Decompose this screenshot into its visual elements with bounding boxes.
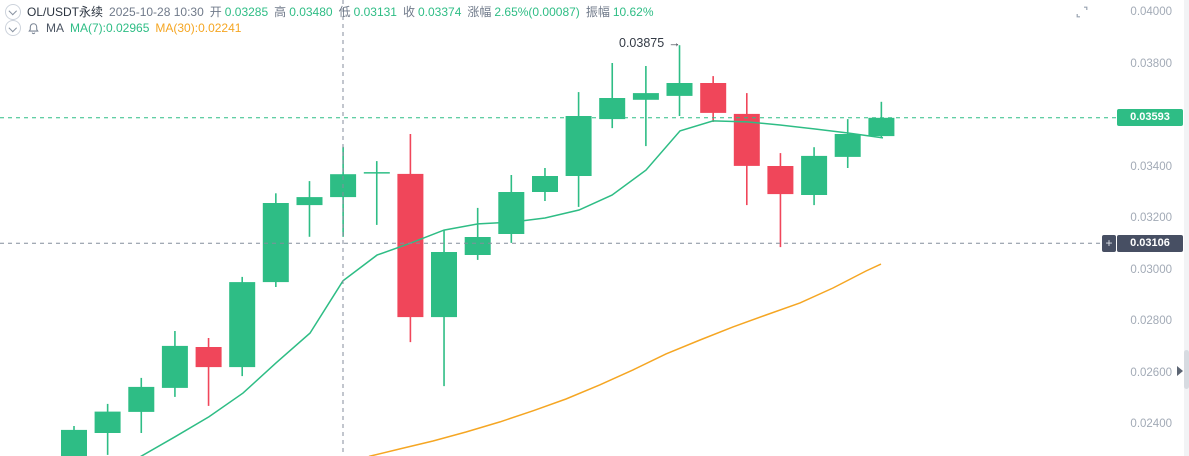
candle-17[interactable] [599, 63, 626, 129]
field-open: 开 0.03285 [209, 4, 269, 20]
indicator-name: MA [46, 21, 64, 35]
candle-15[interactable] [532, 168, 558, 201]
candle-1[interactable] [61, 426, 87, 456]
ma30-line [368, 263, 882, 456]
candle-6[interactable] [229, 276, 256, 377]
candle-datetime: 2025-10-28 10:30 [109, 4, 204, 19]
candle-11[interactable] [397, 134, 424, 343]
candle-23[interactable] [801, 147, 828, 206]
field-amplitude: 振幅 10.62% [585, 4, 654, 20]
alert-bell-icon[interactable] [27, 22, 40, 35]
candle-18[interactable] [632, 66, 659, 147]
field-high: 高 0.03480 [274, 4, 333, 20]
candle-3[interactable] [128, 377, 155, 433]
chart-legend-row-2: MA MA(7):0.02965 MA(30):0.02241 [5, 20, 241, 36]
ma30-value-label: MA(30):0.02241 [155, 21, 242, 35]
candle-8[interactable] [296, 181, 323, 237]
crosshair-price-badge: 0.03106 [1117, 234, 1183, 252]
candle-10[interactable] [363, 161, 390, 225]
chart-legend-row-1: OL/USDT永续 2025-10-28 10:30 开 0.03285 高 0.0… [5, 3, 654, 20]
crosshair-price-row: + 0.03106 [1102, 234, 1183, 252]
candle-14[interactable] [498, 175, 525, 243]
candle-16[interactable] [565, 92, 592, 207]
collapse-chevron-icon[interactable] [5, 20, 21, 36]
candle-13[interactable] [464, 207, 491, 260]
expand-fullscreen-icon[interactable] [1074, 4, 1090, 20]
candle-5[interactable] [195, 338, 222, 406]
symbol-name: OL/USDT永续 [27, 5, 104, 19]
candle-20[interactable] [700, 76, 727, 122]
candle-25[interactable] [868, 101, 895, 139]
field-low: 低 0.03131 [338, 4, 397, 20]
collapse-chevron-icon[interactable] [5, 3, 21, 20]
add-alert-plus-icon[interactable]: + [1102, 234, 1116, 252]
high-price-annotation: 0.03875 → [619, 36, 681, 50]
right-scrollbar-track[interactable] [1184, 0, 1189, 456]
ma7-value-label: MA(7):0.02965 [70, 21, 150, 35]
candle-12[interactable] [431, 230, 457, 387]
right-scrollbar-thumb[interactable] [1184, 350, 1189, 389]
candle-24[interactable] [834, 119, 861, 168]
candle-22[interactable] [767, 153, 794, 248]
right-arrow-icon: → [668, 36, 681, 50]
candle-19[interactable] [666, 45, 693, 116]
ma7-line [140, 120, 884, 456]
field-change: 涨幅 2.65%(0.00087) [467, 4, 580, 20]
field-close: 收 0.03374 [402, 4, 462, 20]
candle-2[interactable] [94, 403, 121, 455]
last-price-badge: 0.03593 [1117, 109, 1183, 127]
candle-4[interactable] [161, 331, 188, 397]
candle-21[interactable] [733, 93, 760, 206]
panel-collapse-arrow-icon[interactable] [1177, 366, 1183, 376]
candle-7[interactable] [262, 193, 289, 287]
